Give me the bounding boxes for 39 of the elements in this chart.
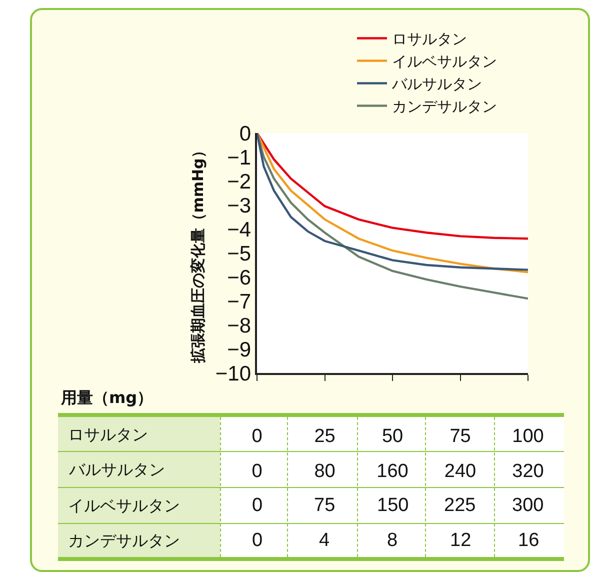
text: 75 bbox=[314, 495, 336, 516]
text: 225 bbox=[444, 495, 476, 516]
text: 150 bbox=[377, 495, 409, 516]
y-tick-label: −10 bbox=[215, 362, 252, 386]
x2-tick-label: 320 bbox=[512, 461, 544, 482]
x-tick-label: 75 bbox=[450, 426, 471, 447]
y-tick-label: −9 bbox=[227, 338, 252, 362]
line-series bbox=[257, 133, 528, 240]
x2-tick-label: 80 bbox=[314, 461, 336, 482]
text: 4 bbox=[319, 530, 330, 551]
x-axis-title: ロサルタン bbox=[68, 425, 148, 444]
x2-axis-title: バルサルタン bbox=[68, 460, 165, 479]
y-tick-label: −3 bbox=[227, 194, 252, 218]
text: イルベサルタン bbox=[68, 496, 180, 515]
legend-label: ロサルタン bbox=[392, 30, 467, 48]
y-axis-title: 拡張期血圧の変化量（mmHg） bbox=[189, 143, 208, 364]
y-tick-label: −2 bbox=[227, 170, 252, 194]
text: 16 bbox=[518, 530, 540, 551]
x-tick-label: 100 bbox=[512, 426, 544, 447]
legend-label: バルサルタン bbox=[391, 75, 482, 94]
y-tick-label: −7 bbox=[227, 290, 252, 314]
text: 12 bbox=[450, 530, 472, 551]
text: 8 bbox=[387, 530, 398, 551]
y-tick-label: −4 bbox=[227, 218, 252, 242]
x-tick-label: 25 bbox=[314, 426, 336, 447]
y-tick-label: −8 bbox=[227, 314, 252, 338]
y-tick-label: −6 bbox=[227, 266, 252, 290]
text: カンデサルタン bbox=[68, 531, 180, 550]
text: 300 bbox=[512, 495, 544, 516]
y-tick-label: −5 bbox=[227, 242, 252, 266]
text: 用量（mg） bbox=[60, 388, 154, 407]
y-tick-label: 0 bbox=[239, 122, 252, 146]
x-tick-label: 50 bbox=[382, 426, 404, 447]
x2-tick-label: 240 bbox=[444, 461, 476, 482]
legend-label: カンデサルタン bbox=[392, 98, 497, 116]
y-tick-label: −1 bbox=[227, 146, 252, 170]
line-series bbox=[257, 133, 528, 300]
legend-label: イルベサルタン bbox=[392, 52, 497, 71]
x2-tick-label: 160 bbox=[376, 461, 408, 482]
